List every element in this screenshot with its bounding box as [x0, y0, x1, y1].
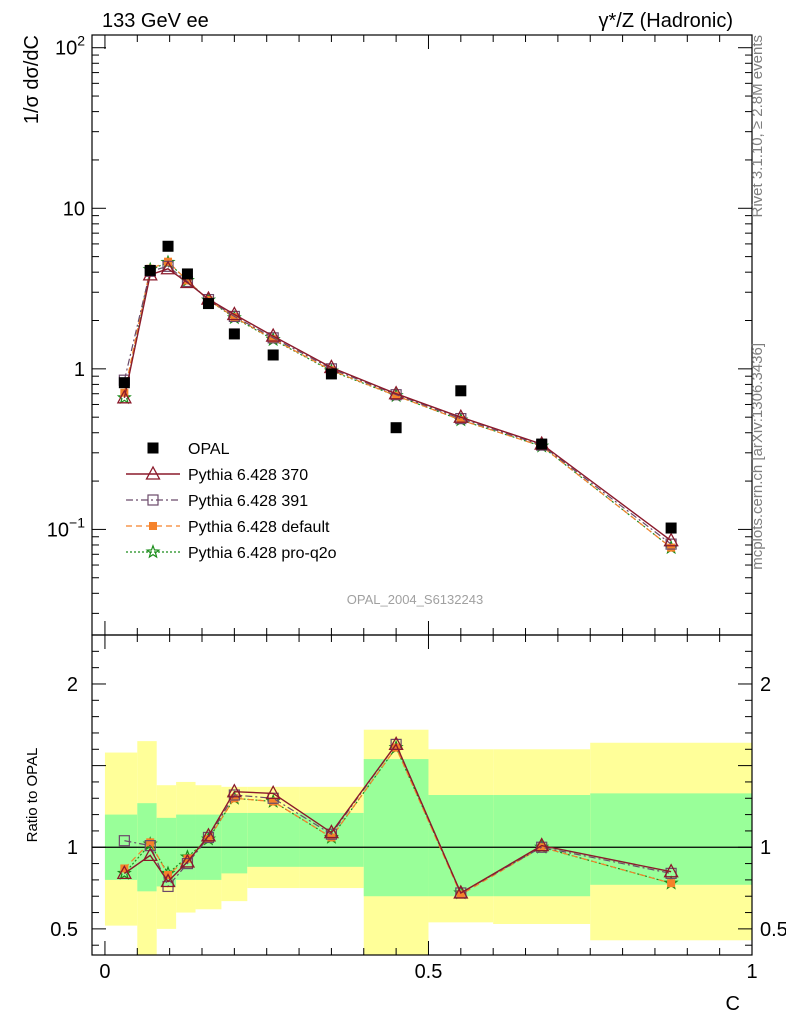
- main-ytick-label-2: 1: [74, 359, 85, 381]
- ratio-point-p370-11: [663, 863, 679, 878]
- main-point-default-3: [183, 276, 192, 285]
- band-inner-11: [590, 793, 752, 885]
- ratio-point-p391-1: [144, 840, 156, 852]
- ratio-point-default-5: [230, 794, 239, 803]
- x-tick-label-0: 0: [99, 961, 110, 983]
- legend-label-p391: Pythia 6.428 391: [188, 493, 308, 510]
- ratio-point-p370-5: [226, 783, 242, 798]
- rivet-version-label: Rivet 3.1.10, ≥ 2.8M events: [749, 35, 766, 218]
- ratio-point-p370-1: [142, 847, 158, 862]
- main-point-default-0: [120, 388, 129, 397]
- ratio-point-default-4: [204, 835, 213, 844]
- ratio-point-p370-10: [534, 837, 550, 852]
- x-tick-label-2: 1: [746, 961, 757, 983]
- ratio-line-p370: [123, 743, 672, 895]
- ratio-point-p370-2: [160, 873, 176, 888]
- ratio-ytick-label-left-0: 2: [67, 674, 78, 696]
- ratio-ytick-label-right-1: 1: [760, 837, 771, 859]
- main-point-data-10: [536, 438, 548, 450]
- ratio-point-p370-8: [388, 736, 404, 751]
- legend-label-data: OPAL: [188, 441, 230, 458]
- ratio-ytick-label-left-2: 0.5: [50, 919, 78, 941]
- legend-marker-p391: [147, 494, 159, 506]
- ratio-plot-frame: [91, 634, 753, 956]
- band-inner-5: [221, 812, 248, 874]
- main-point-p370-2: [160, 260, 176, 275]
- main-point-data-8: [390, 422, 402, 434]
- legend-label-default: Pythia 6.428 default: [188, 519, 330, 536]
- ratio-point-default-9: [456, 890, 465, 899]
- main-point-proq2o-0: [116, 389, 132, 405]
- main-point-default-8: [392, 391, 401, 400]
- legend-label-p370: Pythia 6.428 370: [188, 467, 308, 484]
- ratio-point-default-6: [269, 797, 278, 806]
- main-line-p391: [123, 265, 672, 545]
- ratio-point-proq2o-0: [116, 865, 132, 880]
- ratio-point-default-11: [667, 879, 676, 888]
- ratio-ytick-label-right-0: 2: [760, 674, 771, 696]
- main-point-p370-0: [116, 389, 132, 404]
- ratio-ytick-label-left-1: 1: [67, 837, 78, 859]
- main-ytick-label-1: 10: [63, 198, 85, 220]
- x-axis-label: C: [726, 993, 740, 1015]
- main-point-data-0: [118, 377, 130, 389]
- main-y-axis-label: 1/σ dσ/dC: [21, 35, 43, 124]
- energy-title: 133 GeV ee: [102, 10, 209, 32]
- ratio-point-p370-4: [200, 827, 217, 842]
- legend-marker-proq2o: [145, 544, 161, 559]
- main-line-p370: [123, 268, 672, 542]
- main-point-data-2: [162, 240, 174, 252]
- ratio-point-default-10: [537, 843, 546, 852]
- main-point-data-7: [325, 368, 337, 380]
- main-point-data-3: [181, 268, 193, 280]
- main-point-data-4: [202, 298, 214, 310]
- main-point-data-6: [267, 349, 279, 361]
- band-inner-6: [247, 812, 300, 867]
- ratio-point-p370-0: [116, 865, 132, 880]
- ratio-point-p391-0: [118, 835, 130, 847]
- mcplots-source-label: mcplots.cern.ch [arXiv:1306.3436]: [749, 343, 766, 570]
- ratio-point-p370-6: [265, 785, 281, 800]
- ratio-point-p370-3: [179, 853, 196, 868]
- main-point-p370-3: [179, 274, 196, 289]
- ratio-ytick-label-right-2: 0.5: [760, 919, 786, 941]
- ratio-line-default: [123, 746, 672, 896]
- main-point-data-11: [665, 522, 677, 534]
- main-point-p370-9: [453, 408, 469, 423]
- ratio-uncertainty-bands: [92, 729, 752, 955]
- ratio-point-default-1: [146, 838, 155, 847]
- ratio-y-axis-label: Ratio to OPAL: [24, 748, 41, 843]
- band-inner-8: [363, 759, 429, 897]
- main-point-data-1: [144, 264, 156, 276]
- main-point-default-9: [456, 416, 465, 425]
- main-point-p370-8: [388, 385, 404, 400]
- ratio-point-default-8: [392, 743, 401, 752]
- main-point-p370-6: [265, 327, 281, 342]
- legend-marker-data: [147, 442, 159, 454]
- main-ytick-label-0: 102: [55, 33, 85, 60]
- legend-label-proq2o: Pythia 6.428 pro-q2o: [188, 545, 337, 562]
- analysis-watermark: OPAL_2004_S6132243: [347, 592, 483, 607]
- ratio-point-p370-7: [323, 824, 340, 839]
- main-ytick-label-3: 10−1: [47, 514, 85, 541]
- main-point-p370-5: [226, 306, 242, 321]
- legend-marker-p370: [145, 465, 161, 480]
- main-point-p370-11: [663, 532, 679, 547]
- main-point-default-11: [667, 543, 676, 552]
- legend-marker-default: [149, 522, 157, 530]
- band-inner-2: [156, 817, 177, 887]
- x-tick-label-1: 0.5: [415, 961, 443, 983]
- main-point-default-5: [230, 313, 239, 322]
- main-point-data-5: [228, 328, 240, 340]
- process-title: γ*/Z (Hadronic): [599, 10, 733, 32]
- ratio-point-p370-9: [453, 884, 469, 899]
- legend: OPAL Pythia 6.428 370 Pythia 6.428 391 Pyth…: [126, 441, 337, 562]
- ratio-point-default-0: [120, 864, 129, 873]
- main-point-data-9: [455, 385, 467, 397]
- main-point-default-6: [269, 335, 278, 344]
